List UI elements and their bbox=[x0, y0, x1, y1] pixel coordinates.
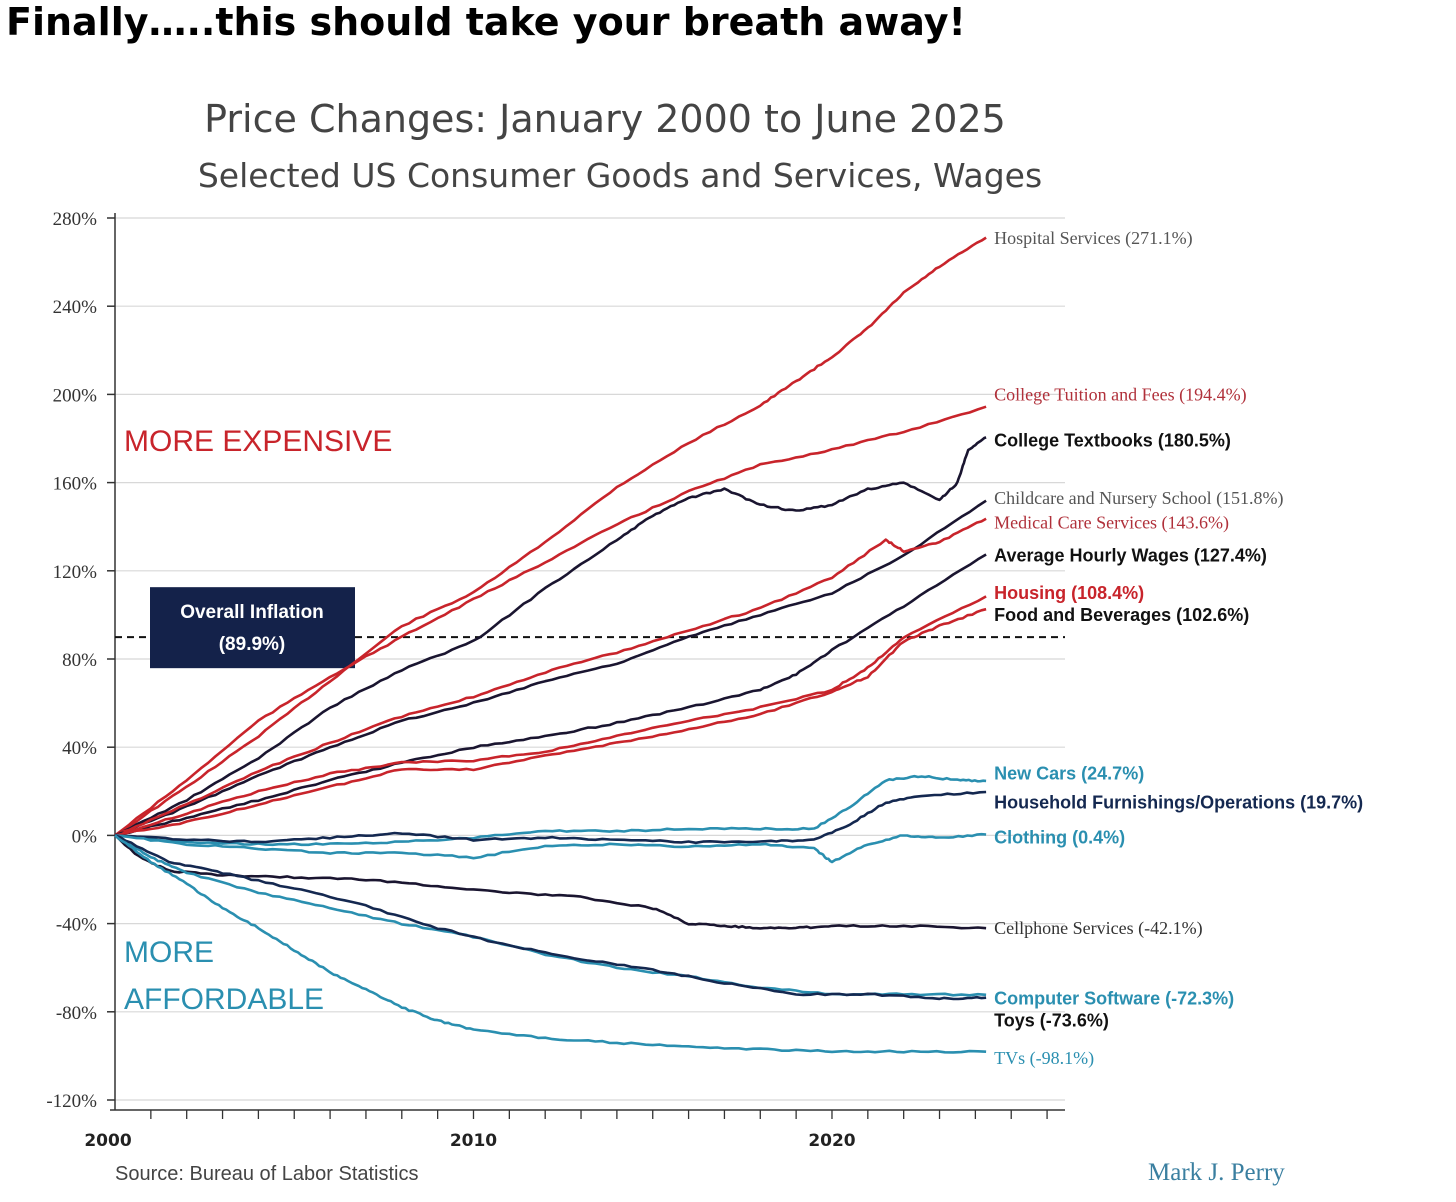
overall-inflation-value: (89.9%) bbox=[219, 634, 286, 655]
y-tick-label: 280% bbox=[53, 209, 98, 230]
series-label: New Cars (24.7%) bbox=[994, 764, 1144, 784]
y-tick-label: 160% bbox=[53, 474, 98, 495]
series-label: College Tuition and Fees (194.4%) bbox=[994, 384, 1247, 405]
chart-title: Price Changes: January 2000 to June 2025 bbox=[204, 97, 1006, 141]
y-axis: 280% 240% 200% 160% 120% 80% 40% 0% -40% -80% -120… bbox=[46, 209, 116, 1112]
series-line bbox=[114, 236, 987, 837]
series-label: Clothing (0.4%) bbox=[994, 828, 1125, 848]
y-tick-label: 0% bbox=[72, 826, 98, 847]
series-label: Childcare and Nursery School (151.8%) bbox=[994, 488, 1283, 509]
series-label: Housing (108.4%) bbox=[994, 583, 1144, 603]
series-label: College Textbooks (180.5%) bbox=[994, 431, 1231, 451]
more-affordable-label-line2: AFFORDABLE bbox=[124, 983, 324, 1016]
series-label: Cellphone Services (-42.1%) bbox=[994, 918, 1202, 939]
series-line bbox=[114, 774, 987, 847]
series-line bbox=[114, 405, 987, 837]
y-tick-label: 240% bbox=[53, 297, 98, 318]
more-expensive-label: MORE EXPENSIVE bbox=[124, 425, 392, 458]
series-lines bbox=[114, 236, 987, 1054]
series-label: TVs (-98.1%) bbox=[994, 1048, 1094, 1069]
series-line bbox=[114, 607, 987, 837]
x-tick-label: 2010 bbox=[450, 1131, 497, 1151]
y-tick-label: 200% bbox=[53, 385, 98, 406]
series-line bbox=[114, 834, 987, 930]
series-line bbox=[114, 834, 987, 1001]
x-tick-label: 2020 bbox=[808, 1131, 855, 1151]
series-line bbox=[114, 832, 987, 864]
series-line bbox=[114, 436, 987, 837]
series-line bbox=[114, 553, 987, 837]
series-line bbox=[114, 790, 987, 845]
series-label: Household Furnishings/Operations (19.7%) bbox=[994, 792, 1363, 812]
author-credit: Mark J. Perry bbox=[1148, 1159, 1285, 1186]
overall-inflation-label: Overall Inflation bbox=[180, 602, 324, 623]
overall-inflation-box bbox=[150, 587, 355, 669]
source-note: Source: Bureau of Labor Statistics bbox=[115, 1163, 419, 1185]
series-label: Medical Care Services (143.6%) bbox=[994, 512, 1229, 533]
chart-subtitle: Selected US Consumer Goods and Services,… bbox=[198, 156, 1042, 195]
series-line bbox=[114, 595, 987, 837]
series-line bbox=[114, 499, 987, 837]
y-tick-label: 120% bbox=[53, 562, 98, 583]
series-labels: Hospital Services (271.1%) College Tuitio… bbox=[994, 228, 1363, 1069]
y-tick-label: -80% bbox=[56, 1003, 97, 1024]
series-label: Computer Software (-72.3%) bbox=[994, 989, 1234, 1009]
y-tick-label: -40% bbox=[56, 915, 97, 936]
series-label: Hospital Services (271.1%) bbox=[994, 228, 1192, 249]
gridlines bbox=[115, 217, 1065, 1101]
y-tick-label: -120% bbox=[46, 1091, 97, 1112]
x-axis: 2000 2010 2020 bbox=[84, 1109, 1065, 1151]
overall-inflation-marker: Overall Inflation (89.9%) bbox=[115, 587, 1065, 669]
more-affordable-label-line1: MORE bbox=[124, 936, 214, 969]
y-tick-label: 40% bbox=[62, 738, 97, 759]
series-label: Food and Beverages (102.6%) bbox=[994, 605, 1249, 625]
y-tick-label: 80% bbox=[62, 650, 97, 671]
series-line bbox=[114, 517, 987, 837]
series-label: Toys (-73.6%) bbox=[994, 1011, 1109, 1031]
x-tick-label: 2000 bbox=[84, 1131, 131, 1151]
series-line bbox=[114, 834, 987, 1054]
series-line bbox=[114, 834, 987, 997]
page-headline: Finally…..this should take your breath a… bbox=[6, 0, 966, 44]
series-label: Average Hourly Wages (127.4%) bbox=[994, 545, 1267, 565]
